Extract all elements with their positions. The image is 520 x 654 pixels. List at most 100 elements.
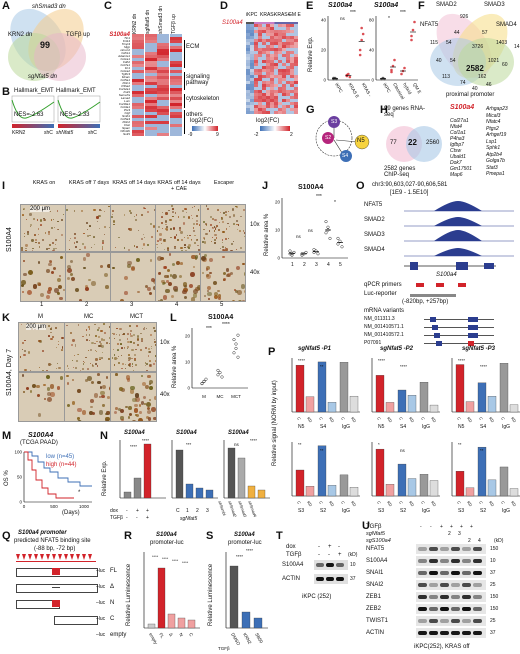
heatmap-d-cell xyxy=(270,105,274,108)
heatmap-d-cell xyxy=(262,66,266,69)
heatmap-d-cell xyxy=(274,33,278,36)
stain-dot xyxy=(55,248,57,250)
heatmap-d-cell xyxy=(274,69,278,72)
stain-dot xyxy=(74,287,79,293)
stain-dot xyxy=(136,324,139,327)
chart-label: iKPC xyxy=(382,82,392,94)
stain-dot xyxy=(207,291,212,296)
stain-dot xyxy=(209,271,212,275)
heatmap-c-cell xyxy=(144,58,157,61)
stain-dot xyxy=(159,299,164,301)
stain-dot xyxy=(131,357,133,360)
heatmap-d-cell xyxy=(250,39,254,42)
heatmap-d-cell xyxy=(286,93,290,96)
stain-dot xyxy=(129,363,132,366)
heatmap-d-cell xyxy=(286,48,290,51)
chart-l-point xyxy=(216,368,220,372)
heatmap-d-cell xyxy=(278,54,282,57)
heatmap-d-cell xyxy=(278,24,282,27)
stain-dot xyxy=(99,390,105,396)
stain-dot xyxy=(154,329,156,332)
heatmap-d-cell xyxy=(266,81,270,84)
heatmap-d-cell xyxy=(246,33,250,36)
stain-dot xyxy=(90,246,92,249)
stain-dot xyxy=(57,278,62,283)
chart-label: C xyxy=(318,500,324,505)
stain-dot xyxy=(103,323,106,326)
chart-label: **** xyxy=(172,558,179,563)
stain-dot xyxy=(24,339,26,342)
ihc-k-col-0: M xyxy=(38,314,43,320)
heatmap-d-cell xyxy=(294,30,298,33)
chart-n-title: S100a4 xyxy=(176,430,197,436)
heatmap-d-cell xyxy=(246,81,250,84)
heatmap-c-cell xyxy=(144,127,157,130)
chart-n-bar xyxy=(257,489,266,499)
chart-label: C xyxy=(376,500,382,505)
venn-h-gene: Gm17501 xyxy=(450,166,472,172)
heatmap-d-cell xyxy=(258,87,262,90)
heatmap-c-cell xyxy=(157,70,169,73)
stain-dot xyxy=(77,324,80,326)
heatmap-c-cell xyxy=(144,112,157,115)
heatmap-d-cell xyxy=(262,54,266,57)
venn-a-set3: TGFβ up xyxy=(66,32,90,38)
heatmap-c-cell xyxy=(132,130,144,133)
stain-dot xyxy=(24,232,26,234)
micrograph xyxy=(64,372,111,422)
stain-dot xyxy=(27,290,33,296)
stain-dot xyxy=(76,420,82,421)
chart-n-title: S100a4 xyxy=(124,430,145,436)
stain-dot xyxy=(152,286,155,291)
chart-l-point xyxy=(232,351,236,355)
stain-dot xyxy=(82,257,87,261)
heatmap-d-cell xyxy=(290,72,294,75)
stain-dot xyxy=(108,385,110,391)
heatmap-c-cell xyxy=(144,100,157,103)
heatmap-c-cell xyxy=(144,88,157,91)
stain-dot xyxy=(50,226,53,229)
network-g-n5: N5 xyxy=(357,138,365,144)
heatmap-d-cell xyxy=(246,75,250,78)
stain-dot xyxy=(130,212,132,214)
panel-label-p: P xyxy=(268,346,276,358)
heatmap-c-cell xyxy=(144,124,157,127)
heatmap-d-cell xyxy=(258,42,262,45)
heatmap-d-cell xyxy=(262,33,266,36)
chart-s-title: S100a4 xyxy=(234,532,255,538)
stain-dot xyxy=(167,282,172,287)
heatmap-d-cell xyxy=(250,33,254,36)
heatmap-d-cell xyxy=(282,75,286,78)
heatmap-c-cell xyxy=(157,76,169,79)
western-u-label-6: TWIST1 xyxy=(366,618,388,624)
stain-dot xyxy=(230,243,233,246)
stain-dot xyxy=(24,349,27,352)
western-u-band xyxy=(440,559,449,563)
heatmap-d-cell xyxy=(282,63,286,66)
heatmap-d-cell xyxy=(278,84,282,87)
tracks-o-variants: NM_011311.3 NM_001410571.1 NM_001410572.1 P… xyxy=(364,316,518,350)
stain-dot xyxy=(25,244,28,247)
stain-dot xyxy=(74,245,77,249)
heatmap-d-colorbar xyxy=(260,126,290,131)
venn-h-gene: Golga7b xyxy=(486,158,505,164)
stain-dot xyxy=(223,248,226,251)
diagram-q-topline xyxy=(16,561,96,562)
venn-f-number: 54 xyxy=(450,58,456,64)
heatmap-d-cell xyxy=(274,87,278,90)
heatmap-d-cell xyxy=(262,63,266,66)
heatmap-d-cell xyxy=(274,60,278,63)
stain-dot xyxy=(132,397,137,402)
heatmap-d-cell xyxy=(294,42,298,45)
western-u-band xyxy=(429,619,438,623)
stain-dot xyxy=(33,218,36,220)
stain-dot xyxy=(156,247,158,249)
stain-dot xyxy=(113,363,116,366)
micrograph xyxy=(110,322,157,372)
stain-dot xyxy=(90,405,93,409)
heatmap-d-cell xyxy=(278,99,282,102)
heatmap-c-cell xyxy=(144,85,157,88)
western-u-mw: 150 xyxy=(490,546,499,552)
chart-j-title: S100A4 xyxy=(298,184,324,191)
